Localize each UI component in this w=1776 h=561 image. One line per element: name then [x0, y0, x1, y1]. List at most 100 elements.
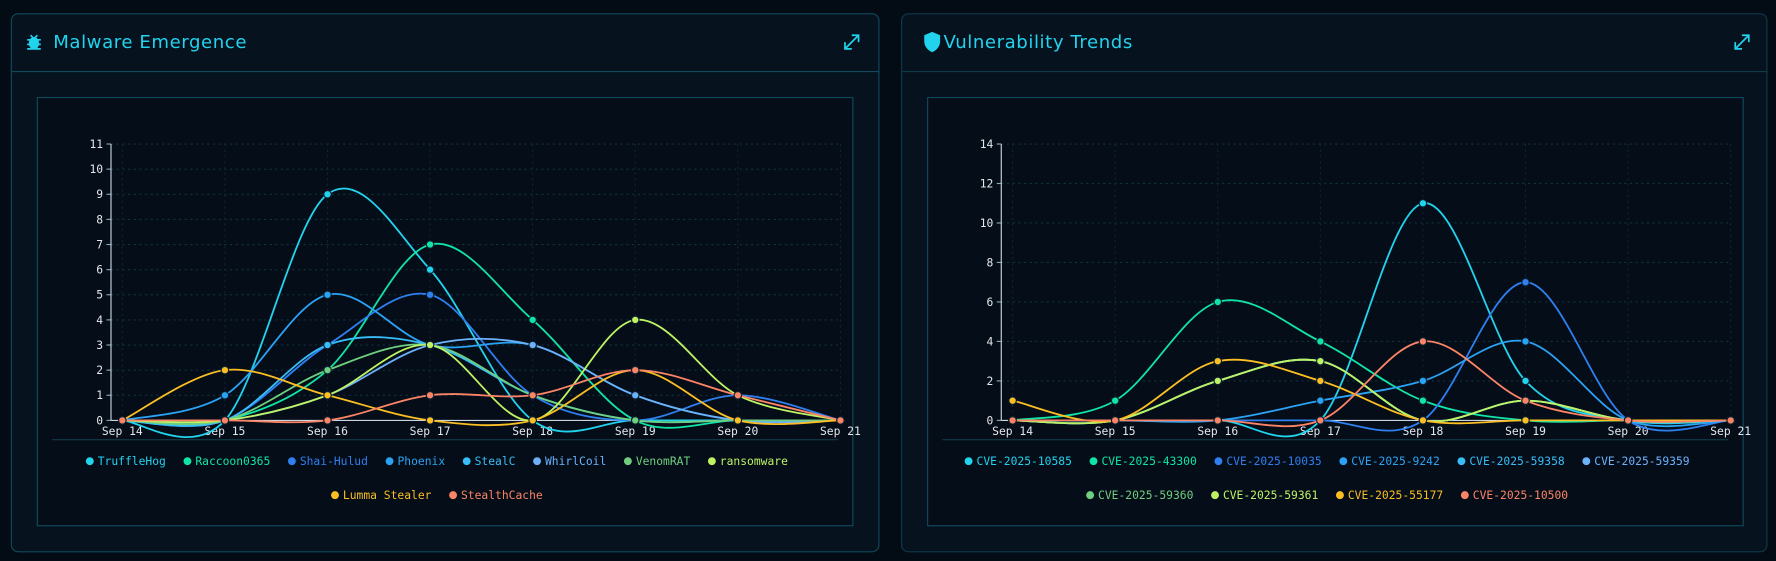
- y-tick-label: 1: [96, 388, 103, 402]
- legend-item[interactable]: CVE-2025-59359: [1582, 454, 1690, 468]
- y-tick-label: 0: [96, 413, 103, 427]
- legend-item[interactable]: CVE-2025-10035: [1214, 454, 1322, 468]
- chart-frame: [927, 97, 1744, 527]
- legend-item[interactable]: CVE-2025-9242: [1339, 454, 1440, 468]
- x-tick-label: Sep 17: [410, 424, 451, 438]
- legend-item[interactable]: CVE-2025-10585: [964, 454, 1072, 468]
- legend-label: WhirlCoil: [545, 454, 606, 468]
- data-point: [1418, 337, 1428, 346]
- legend-item[interactable]: WhirlCoil: [533, 454, 606, 468]
- legend-item[interactable]: Lumma Stealer: [331, 488, 432, 502]
- legend-item[interactable]: Raccoon0365: [183, 454, 270, 468]
- series-line: [121, 368, 841, 427]
- y-tick-label: 10: [89, 162, 103, 176]
- data-point: [1110, 396, 1120, 405]
- legend-item[interactable]: StealC: [462, 454, 516, 468]
- x-tick-label: Sep 17: [1300, 424, 1341, 438]
- data-point: [528, 416, 537, 425]
- y-tick-label: 0: [987, 413, 994, 427]
- expand-button[interactable]: [844, 34, 860, 50]
- legend-label: CVE-2025-43300: [1101, 454, 1197, 468]
- legend-label: StealthCache: [461, 488, 543, 502]
- legend-swatch: [707, 457, 716, 466]
- x-tick-label: Sep 18: [512, 424, 553, 438]
- data-point: [1418, 376, 1428, 386]
- data-point: [323, 390, 332, 400]
- legend-item[interactable]: TruffleHog: [85, 454, 166, 468]
- data-point: [425, 340, 435, 350]
- data-point: [630, 416, 640, 425]
- data-point: [836, 416, 845, 425]
- legend-item[interactable]: CVE-2025-59361: [1211, 488, 1318, 502]
- data-point: [118, 416, 127, 425]
- data-point: [1008, 416, 1017, 425]
- series-line: [122, 242, 841, 429]
- x-tick-label: Sep 18: [1402, 424, 1443, 438]
- legend-item[interactable]: CVE-2025-59358: [1457, 454, 1565, 468]
- data-point: [1521, 277, 1530, 287]
- data-point: [220, 416, 230, 425]
- legend-item[interactable]: CVE-2025-59360: [1086, 488, 1194, 502]
- data-point: [1418, 396, 1428, 405]
- x-tick-label: Sep 20: [717, 424, 758, 438]
- legend-swatch: [1211, 491, 1219, 500]
- x-tick-label: Sep 16: [1197, 424, 1238, 438]
- data-point: [630, 365, 640, 375]
- series-line: [1012, 340, 1731, 428]
- legend-item[interactable]: Phoenix: [385, 454, 446, 468]
- legend-item[interactable]: CVE-2025-43300: [1089, 454, 1197, 468]
- series-line: [1012, 358, 1731, 425]
- y-tick-label: 6: [987, 295, 994, 309]
- y-tick-label: 11: [89, 137, 103, 151]
- data-point: [323, 416, 332, 425]
- data-point: [733, 416, 743, 425]
- legend-label: CVE-2025-59358: [1469, 454, 1565, 468]
- legend-swatch: [533, 457, 542, 466]
- y-tick-label: 4: [96, 313, 103, 327]
- data-point: [1316, 416, 1325, 425]
- shield-icon: [924, 31, 941, 53]
- expand-button[interactable]: [1734, 34, 1750, 50]
- data-point: [1110, 416, 1120, 425]
- legend-swatch: [85, 457, 94, 466]
- data-point: [425, 265, 435, 274]
- legend-label: Shai-Hulud: [300, 454, 368, 468]
- data-point: [1316, 396, 1325, 405]
- x-tick-label: Sep 14: [992, 424, 1033, 438]
- x-tick-label: Sep 19: [615, 424, 656, 438]
- data-point: [630, 390, 640, 400]
- legend-label: CVE-2025-9242: [1351, 454, 1440, 468]
- legend-swatch: [183, 457, 192, 466]
- y-tick-label: 2: [96, 363, 103, 377]
- legend-swatch: [1460, 491, 1469, 500]
- data-point: [528, 315, 537, 325]
- y-tick-label: 9: [96, 187, 103, 201]
- legend-item[interactable]: VenomRAT: [623, 454, 691, 468]
- legend-item[interactable]: Shai-Hulud: [287, 454, 368, 468]
- legend-label: VenomRAT: [636, 454, 691, 468]
- y-tick-label: 14: [980, 137, 994, 151]
- data-point: [1726, 416, 1735, 425]
- legend-swatch: [462, 457, 471, 466]
- data-point: [528, 340, 537, 350]
- x-tick-label: Sep 21: [820, 424, 861, 438]
- data-point: [1521, 337, 1530, 346]
- legend-label: CVE-2025-10500: [1473, 488, 1569, 502]
- data-point: [425, 416, 435, 425]
- legend-item[interactable]: StealthCache: [449, 488, 543, 502]
- panel-title: Malware Emergence: [53, 32, 247, 53]
- data-point: [323, 290, 332, 300]
- legend-item[interactable]: CVE-2025-10500: [1460, 488, 1569, 502]
- data-point: [1521, 376, 1530, 386]
- legend-item[interactable]: CVE-2025-55177: [1335, 488, 1443, 502]
- legend-item[interactable]: ransomware: [707, 454, 788, 468]
- series-line: [122, 369, 841, 424]
- y-tick-label: 8: [96, 212, 103, 226]
- y-tick-label: 12: [980, 176, 994, 190]
- bug-icon: [27, 34, 41, 50]
- data-point: [1316, 337, 1325, 346]
- legend-label: Raccoon0365: [195, 454, 270, 468]
- y-tick-label: 7: [96, 237, 103, 251]
- x-tick-label: Sep 15: [204, 424, 245, 438]
